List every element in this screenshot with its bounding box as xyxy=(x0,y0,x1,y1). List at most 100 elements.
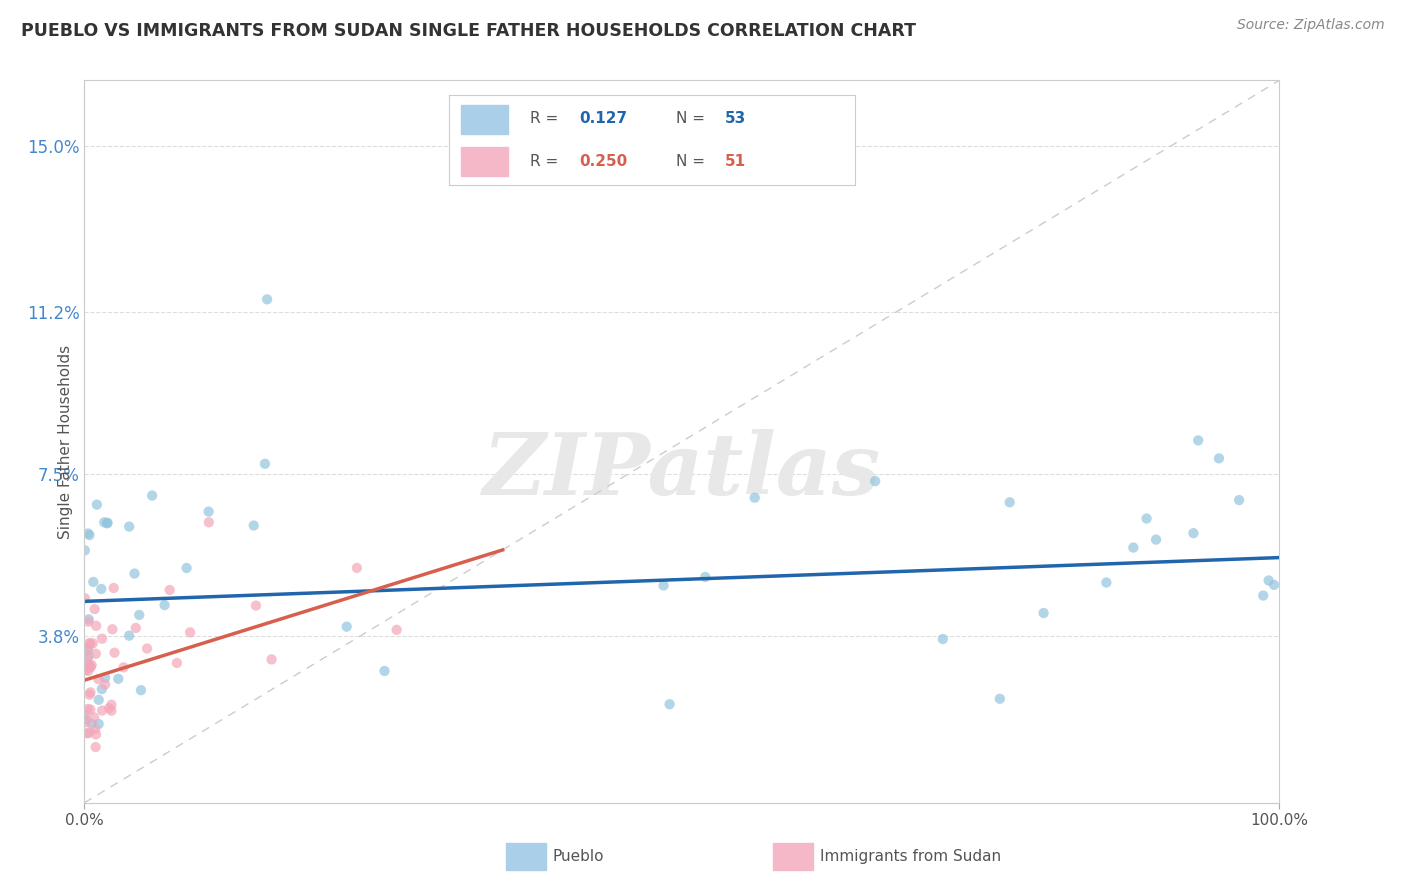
Point xyxy=(1032,606,1054,620)
Point xyxy=(159,582,181,597)
Point xyxy=(90,682,112,697)
Point xyxy=(1263,578,1285,592)
Point xyxy=(76,659,98,673)
Point xyxy=(77,641,100,656)
Point xyxy=(988,691,1011,706)
Point xyxy=(79,688,101,702)
Point xyxy=(79,636,101,650)
Point xyxy=(153,598,176,612)
Point xyxy=(83,602,105,616)
Point xyxy=(1135,511,1157,525)
Point xyxy=(197,505,219,519)
Text: ZIPatlas: ZIPatlas xyxy=(482,429,882,512)
Point xyxy=(253,457,276,471)
Point xyxy=(1208,451,1230,466)
Point xyxy=(1227,493,1250,508)
Point xyxy=(76,702,98,716)
Point xyxy=(82,574,104,589)
Point xyxy=(96,516,118,531)
Point xyxy=(73,663,96,677)
Point xyxy=(1095,575,1118,590)
Point xyxy=(998,495,1021,509)
Point xyxy=(79,660,101,674)
Point xyxy=(73,591,96,606)
Point xyxy=(112,660,135,674)
Point xyxy=(80,658,103,673)
Point xyxy=(744,491,766,505)
Text: PUEBLO VS IMMIGRANTS FROM SUDAN SINGLE FATHER HOUSEHOLDS CORRELATION CHART: PUEBLO VS IMMIGRANTS FROM SUDAN SINGLE F… xyxy=(21,22,917,40)
Point xyxy=(94,677,117,691)
Point xyxy=(176,561,198,575)
Point xyxy=(346,561,368,575)
Point xyxy=(87,717,110,731)
Point xyxy=(91,632,114,646)
Point xyxy=(87,693,110,707)
Point xyxy=(93,516,115,530)
Point xyxy=(86,498,108,512)
Point xyxy=(260,652,283,666)
Point xyxy=(84,727,107,741)
Point xyxy=(75,715,97,730)
Point xyxy=(373,664,395,678)
Point xyxy=(141,489,163,503)
Point xyxy=(1182,526,1205,541)
Point xyxy=(83,710,105,724)
Point xyxy=(107,672,129,686)
Point xyxy=(136,641,159,656)
Point xyxy=(242,518,264,533)
Point xyxy=(125,621,148,635)
Point xyxy=(166,656,188,670)
Point xyxy=(695,570,717,584)
Point xyxy=(118,629,141,643)
Text: Source: ZipAtlas.com: Source: ZipAtlas.com xyxy=(1237,18,1385,32)
Point xyxy=(1257,574,1279,588)
Point xyxy=(90,582,112,596)
Point xyxy=(652,578,675,592)
Point xyxy=(91,704,114,718)
Point xyxy=(336,620,359,634)
Point xyxy=(77,657,100,671)
Point xyxy=(129,683,152,698)
Point xyxy=(75,712,97,726)
Point xyxy=(76,651,98,665)
Point xyxy=(94,671,117,685)
Point xyxy=(76,643,98,657)
Point xyxy=(118,519,141,533)
Point xyxy=(128,607,150,622)
Point xyxy=(77,664,100,678)
Point xyxy=(179,625,201,640)
Point xyxy=(82,636,104,650)
Point xyxy=(79,660,101,674)
Y-axis label: Single Father Households: Single Father Households xyxy=(58,344,73,539)
Point xyxy=(124,566,146,581)
Point xyxy=(103,581,125,595)
Point xyxy=(73,707,96,722)
Point xyxy=(100,698,122,712)
Point xyxy=(87,672,110,686)
Point xyxy=(84,619,107,633)
Point xyxy=(77,526,100,541)
Point xyxy=(863,474,886,488)
Point xyxy=(77,648,100,663)
Point xyxy=(75,663,97,677)
Point xyxy=(96,516,118,530)
Point xyxy=(1144,533,1167,547)
Point xyxy=(77,726,100,740)
Point xyxy=(101,622,124,636)
Point xyxy=(77,615,100,629)
Text: Pueblo: Pueblo xyxy=(553,849,605,863)
Text: Immigrants from Sudan: Immigrants from Sudan xyxy=(820,849,1001,863)
Point xyxy=(1251,589,1274,603)
Point xyxy=(80,717,103,731)
Point xyxy=(385,623,408,637)
Point xyxy=(79,528,101,542)
Point xyxy=(198,516,221,530)
Point xyxy=(103,646,125,660)
Point xyxy=(1122,541,1144,555)
Point xyxy=(84,740,107,755)
Point xyxy=(98,701,121,715)
Point xyxy=(100,704,122,718)
Point xyxy=(79,637,101,651)
Point xyxy=(932,632,955,646)
Point xyxy=(256,293,278,307)
